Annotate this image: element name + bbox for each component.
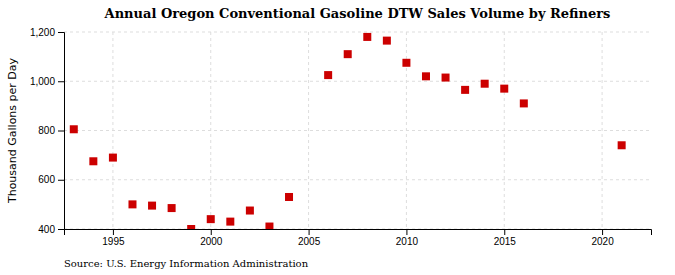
grid-line: [308, 32, 309, 229]
tick-label: 600: [38, 174, 55, 185]
x-axis: 1995 2000 2005 2010 2015 2020: [65, 229, 652, 247]
point: [618, 141, 626, 149]
title: Annual Oregon Conventional Gasoline DTW …: [104, 6, 611, 21]
point: [246, 207, 254, 215]
tick: 800: [38, 125, 64, 136]
point: [442, 74, 450, 82]
point: [207, 215, 215, 223]
tick-label: 1,200: [30, 27, 55, 38]
tick: 1,200: [30, 27, 64, 38]
point: [109, 154, 117, 162]
point: [265, 223, 273, 229]
tick-label: 2015: [494, 236, 517, 247]
grid-line: [64, 81, 651, 82]
point: [148, 202, 156, 210]
grid: [64, 32, 651, 229]
tick-label: 800: [38, 125, 55, 136]
tick-label: 1995: [102, 236, 125, 247]
tick: 2010: [396, 229, 419, 247]
tick: 1,000: [30, 76, 64, 87]
tick: 600: [38, 174, 64, 185]
point: [324, 71, 332, 79]
grid-line: [64, 130, 651, 131]
point: [520, 99, 528, 107]
point: [363, 33, 371, 41]
y-axis-label: Thousand Gallons per Day: [6, 57, 19, 204]
point: [226, 218, 234, 226]
tick-label: 2010: [396, 236, 419, 247]
tick-mark: [58, 81, 64, 82]
tick: 2005: [298, 229, 321, 247]
points: [70, 33, 626, 229]
axis-line: [58, 33, 65, 230]
tick-mark: [58, 180, 64, 181]
tick: 2020: [591, 229, 614, 247]
tick: 2015: [494, 229, 517, 247]
tick-mark: [58, 131, 64, 132]
chart: 1995 2000 2005 2010 2015 2020 400 600 800 1,000 1,…: [0, 0, 675, 275]
y-axis: 400 600 800 1,000 1,200: [30, 27, 65, 235]
point: [383, 37, 391, 45]
tick-label: 2020: [591, 236, 614, 247]
point: [422, 72, 430, 80]
point: [461, 86, 469, 94]
tick-mark: [58, 229, 64, 230]
tick-mark: [309, 229, 310, 235]
tick-mark: [602, 229, 603, 235]
point: [481, 80, 489, 88]
point: [402, 59, 410, 67]
tick-mark: [406, 229, 407, 235]
tick: 2000: [200, 229, 223, 247]
tick-mark: [211, 229, 212, 235]
grid-line: [64, 32, 651, 33]
tick-label: 1,000: [30, 76, 55, 87]
tick-mark: [504, 229, 505, 235]
point: [285, 193, 293, 201]
point: [500, 85, 508, 93]
tick: 400: [38, 224, 64, 235]
point: [168, 204, 176, 212]
point: [187, 225, 195, 229]
point: [70, 125, 78, 133]
tick-mark: [58, 32, 64, 33]
tick-label: 2005: [298, 236, 321, 247]
grid-line: [602, 32, 603, 229]
axis-line: [65, 230, 652, 236]
tick-mark: [113, 229, 114, 235]
point: [128, 200, 136, 208]
point: [344, 50, 352, 58]
tick-label: 2000: [200, 236, 223, 247]
tick: 1995: [102, 229, 125, 247]
grid-line: [64, 179, 651, 180]
tick-label: 400: [38, 224, 55, 235]
point: [89, 157, 97, 165]
annotation: Source: U.S. Energy Information Administ…: [64, 258, 309, 269]
